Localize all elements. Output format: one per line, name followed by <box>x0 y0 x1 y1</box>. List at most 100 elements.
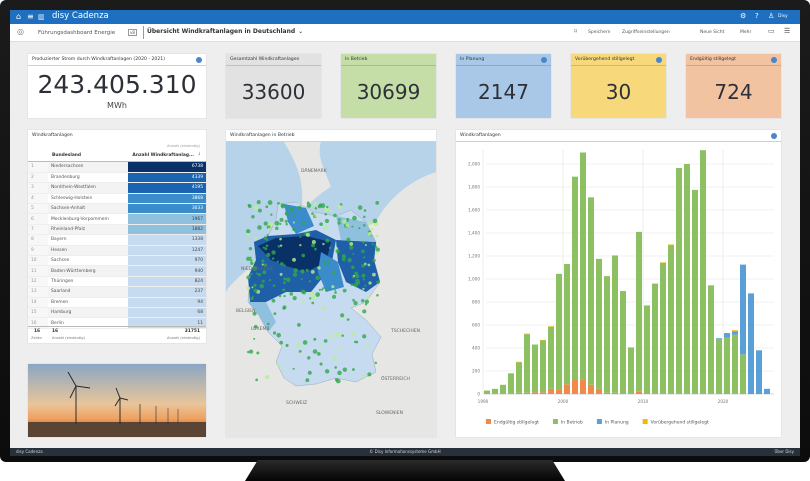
bar-segment[interactable] <box>628 393 634 394</box>
bar-segment[interactable] <box>604 392 610 394</box>
edit-icon[interactable]: ▭ <box>768 27 775 35</box>
bar-segment[interactable] <box>524 334 530 393</box>
bar-segment[interactable] <box>644 305 650 394</box>
column-header-state[interactable]: Bundesland <box>52 153 82 158</box>
bar-segment[interactable] <box>692 393 698 394</box>
export-icon[interactable] <box>656 57 662 63</box>
table-row[interactable]: 15 Hamburg 68 <box>28 307 206 319</box>
bookmark-icon[interactable]: ⌑ <box>574 28 578 35</box>
table-row[interactable]: 13 Saarland 237 <box>28 286 206 298</box>
bar-segment[interactable] <box>596 258 602 389</box>
bar-segment[interactable] <box>732 331 738 335</box>
bar-segment[interactable] <box>540 340 546 393</box>
bar-segment[interactable] <box>660 262 666 263</box>
user-icon[interactable]: ♙ <box>768 12 775 20</box>
workspace-icon[interactable]: ◎ <box>17 27 24 36</box>
table-row[interactable]: 4 Schleswig-Holstein 3868 <box>28 193 206 205</box>
bar-segment[interactable] <box>700 150 706 394</box>
bar-segment[interactable] <box>724 337 730 394</box>
bar-segment[interactable] <box>676 393 682 394</box>
bar-segment[interactable] <box>620 291 626 394</box>
bar-segment[interactable] <box>564 264 570 385</box>
bar-segment[interactable] <box>572 379 578 394</box>
map[interactable]: DÄNEMARK NIEDERLANDE BELGIEN LUXEMB. TSCHECH… <box>226 142 436 437</box>
bar-segment[interactable] <box>708 285 714 394</box>
settings-icon[interactable]: ⚙ <box>740 12 747 20</box>
bar-segment[interactable] <box>684 393 690 394</box>
bar-segment[interactable] <box>700 393 706 394</box>
bar-segment[interactable] <box>668 245 674 394</box>
bar-segment[interactable] <box>652 393 658 394</box>
table-row[interactable]: 2 Brandenburg 4339 <box>28 172 206 184</box>
bar-segment[interactable] <box>524 333 530 335</box>
export-icon[interactable] <box>196 57 202 63</box>
bar-segment[interactable] <box>708 393 714 394</box>
bar-segment[interactable] <box>548 388 554 394</box>
bar-segment[interactable] <box>524 392 530 394</box>
table-row[interactable]: 10 Sachsen 970 <box>28 255 206 267</box>
bar-segment[interactable] <box>516 392 522 394</box>
sort-desc-icon[interactable]: ↓ <box>197 152 201 157</box>
table-row[interactable]: 8 Bayern 1338 <box>28 234 206 246</box>
table-row[interactable]: 1 Niedersachsen 6738 <box>28 162 206 173</box>
bar-segment[interactable] <box>532 344 538 393</box>
bar-segment[interactable] <box>732 393 738 394</box>
bar-segment[interactable] <box>596 388 602 394</box>
legend-label[interactable]: Endgültig stillgelegt <box>494 420 539 426</box>
bar-segment[interactable] <box>604 276 610 393</box>
bar-segment[interactable] <box>716 339 722 394</box>
bar-segment[interactable] <box>748 293 754 394</box>
bar-segment[interactable] <box>628 347 634 394</box>
menu-icon[interactable]: ≡ <box>27 12 34 21</box>
table-row[interactable]: 6 Mecklenburg-Vorpommern 1967 <box>28 213 206 225</box>
table-row[interactable]: 3 Nordrhein-Westfalen 4195 <box>28 182 206 194</box>
home-icon[interactable]: ⌂ <box>16 12 22 21</box>
bar-segment[interactable] <box>532 392 538 394</box>
save-button[interactable]: Speichern <box>588 30 611 35</box>
about-link[interactable]: Über Disy <box>774 449 795 454</box>
bar-segment[interactable] <box>572 176 578 380</box>
more-button[interactable]: Mehr <box>740 30 752 35</box>
bar-segment[interactable] <box>732 330 738 332</box>
bar-segment[interactable] <box>564 384 570 394</box>
bar-segment[interactable] <box>540 392 546 394</box>
bar-segment[interactable] <box>652 283 658 394</box>
bar-segment[interactable] <box>676 168 682 394</box>
table-row[interactable]: 14 Bremen 94 <box>28 297 206 308</box>
table-row[interactable]: 12 Thüringen 824 <box>28 276 206 288</box>
bar-segment[interactable] <box>484 390 490 394</box>
bar-segment[interactable] <box>580 379 586 394</box>
table-row[interactable]: 5 Sachsen-Anhalt 3033 <box>28 203 206 215</box>
bar-segment[interactable] <box>612 255 618 393</box>
breadcrumb[interactable]: Führungsdashboard Energie <box>38 30 116 36</box>
table-row[interactable]: 7 Rheinland-Pfalz 1882 <box>28 224 206 236</box>
bar-segment[interactable] <box>588 384 594 394</box>
legend-label[interactable]: In Planung <box>605 420 629 426</box>
view-selector[interactable]: Übersicht Windkraftanlagen in Deutschlan… <box>147 28 303 35</box>
bar-segment[interactable] <box>556 389 562 394</box>
bar-segment[interactable] <box>740 354 746 394</box>
bar-segment[interactable] <box>516 362 522 393</box>
export-icon[interactable] <box>541 57 547 63</box>
bar-segment[interactable] <box>732 334 738 394</box>
bar-segment[interactable] <box>620 393 626 394</box>
map-icon[interactable]: ▥ <box>38 13 45 21</box>
bar-segment[interactable] <box>660 262 666 394</box>
export-icon[interactable] <box>771 57 777 63</box>
bar-segment[interactable] <box>636 231 642 392</box>
bar-segment[interactable] <box>636 391 642 394</box>
bar-segment[interactable] <box>684 164 690 394</box>
table-row[interactable]: 11 Baden-Württemberg 940 <box>28 265 206 277</box>
column-header-count[interactable]: Anzahl Windkraftanlag... <box>132 153 194 158</box>
bar-segment[interactable] <box>492 388 498 394</box>
access-settings-button[interactable]: Zugriffseinstellungen <box>622 30 670 35</box>
table-row[interactable]: 9 Hessen 1247 <box>28 245 206 257</box>
bar-segment[interactable] <box>756 350 762 394</box>
export-icon[interactable] <box>771 133 777 139</box>
user-name[interactable]: Disy <box>778 14 788 19</box>
bar-segment[interactable] <box>508 393 514 394</box>
bar-segment[interactable] <box>740 264 746 355</box>
bar-segment[interactable] <box>716 338 722 340</box>
bar-segment[interactable] <box>660 393 666 394</box>
bar-segment[interactable] <box>668 244 674 246</box>
